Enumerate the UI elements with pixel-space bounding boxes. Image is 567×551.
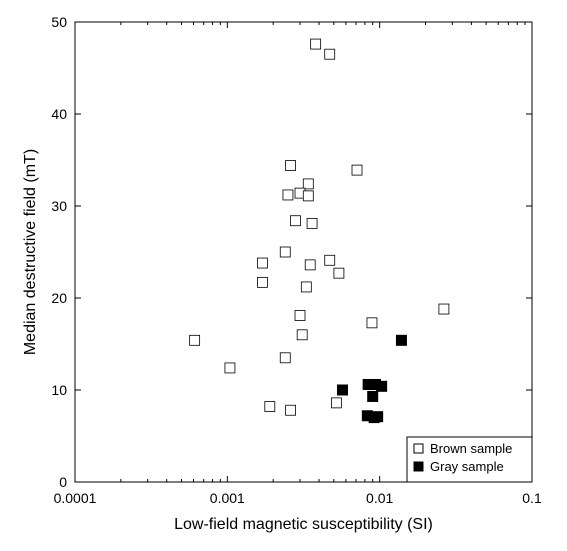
brown-sample-marker bbox=[224, 362, 236, 374]
brown-sample-marker bbox=[257, 257, 268, 269]
y-tick-label: 20 bbox=[51, 290, 67, 306]
brown-sample-marker bbox=[310, 38, 322, 50]
gray-sample-marker bbox=[395, 334, 407, 346]
legend-marker-gray-sample bbox=[413, 461, 424, 472]
brown-sample-marker bbox=[304, 259, 316, 271]
brown-sample-marker bbox=[264, 401, 276, 412]
x-tick-label: 0.0001 bbox=[54, 490, 97, 506]
legend-label-brown-sample: Brown sample bbox=[430, 441, 512, 456]
brown-sample-marker bbox=[331, 397, 342, 409]
plot-frame bbox=[74, 21, 533, 483]
brown-sample-marker bbox=[296, 329, 308, 341]
brown-sample-marker bbox=[290, 215, 301, 227]
gray-sample-marker bbox=[376, 380, 388, 392]
brown-sample-marker bbox=[366, 317, 378, 329]
brown-sample-marker bbox=[438, 303, 450, 315]
y-tick-label: 30 bbox=[51, 198, 67, 214]
brown-sample-marker bbox=[257, 276, 268, 288]
gray-sample-marker bbox=[367, 390, 379, 402]
brown-sample-marker bbox=[302, 190, 314, 202]
brown-sample-marker bbox=[285, 160, 296, 171]
x-tick-label: 0.01 bbox=[366, 490, 393, 506]
brown-sample-marker bbox=[282, 189, 294, 201]
brown-sample-marker bbox=[285, 404, 296, 416]
brown-sample-marker bbox=[300, 281, 312, 293]
x-axis-title: Low-field magnetic susceptibility (SI) bbox=[174, 516, 433, 533]
brown-sample-marker bbox=[279, 246, 291, 258]
x-tick-label: 0.001 bbox=[210, 490, 245, 506]
brown-sample-marker bbox=[306, 218, 318, 229]
legend: Brown sample Gray sample bbox=[406, 436, 533, 483]
gray-sample-marker bbox=[372, 411, 384, 423]
brown-sample-marker bbox=[302, 178, 314, 190]
brown-sample-marker bbox=[279, 352, 291, 364]
x-tick-label: 0.1 bbox=[522, 490, 542, 506]
brown-sample-marker bbox=[333, 267, 345, 279]
y-tick-label: 0 bbox=[59, 474, 67, 490]
legend-label-gray-sample: Gray sample bbox=[430, 459, 504, 474]
y-tick-label: 50 bbox=[51, 14, 67, 30]
y-tick-label: 40 bbox=[51, 106, 67, 122]
legend-box bbox=[406, 436, 533, 483]
brown-sample-marker bbox=[324, 254, 336, 266]
brown-sample-marker bbox=[189, 334, 201, 346]
y-tick-label: 10 bbox=[51, 382, 67, 398]
brown-sample-marker bbox=[351, 164, 363, 176]
legend-marker-brown-sample bbox=[413, 443, 424, 454]
brown-sample-marker bbox=[324, 48, 336, 60]
markers-layer bbox=[189, 38, 450, 424]
ticks-layer: 0.0001 0.001 0.01 0.1 0 10 20 30 40 50 bbox=[51, 14, 542, 506]
gray-sample-marker bbox=[336, 384, 348, 396]
brown-sample-marker bbox=[294, 310, 306, 321]
y-axis-title: Median destructive field (mT) bbox=[22, 149, 39, 355]
